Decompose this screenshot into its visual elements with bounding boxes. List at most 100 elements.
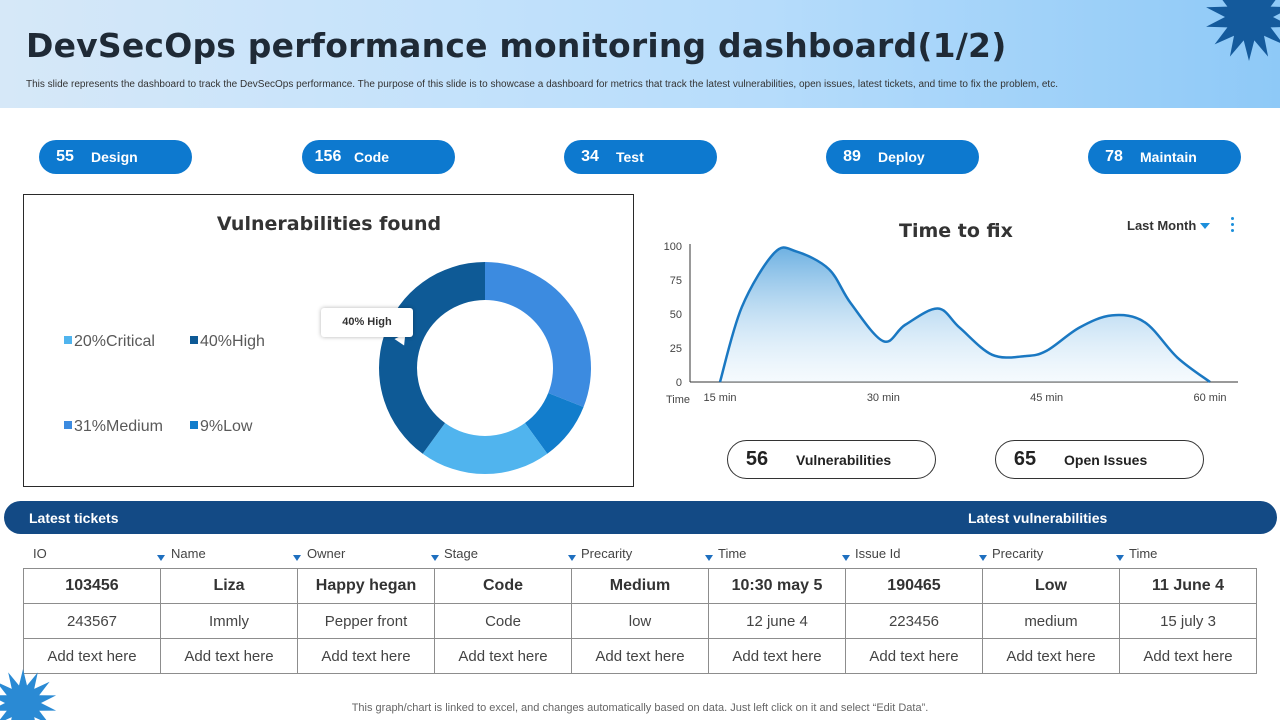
stage-label: Deploy [878, 149, 925, 165]
table-cell[interactable]: Add text here [982, 638, 1120, 674]
legend-swatch [64, 421, 72, 429]
starburst-decoration-icon [0, 669, 57, 720]
table-cell[interactable]: medium [982, 603, 1120, 639]
time-to-fix-area [720, 247, 1210, 382]
table-cell[interactable]: Add text here [1119, 638, 1257, 674]
table-cell[interactable]: Add text here [297, 638, 435, 674]
x-tick-label: 30 min [867, 392, 900, 404]
table-cell[interactable]: 190465 [845, 568, 983, 604]
y-tick-label: 50 [670, 309, 682, 321]
table-cell[interactable]: Add text here [23, 638, 161, 674]
filter-caret-icon[interactable] [705, 555, 713, 561]
vulnerabilities-panel: Vulnerabilities found 20%Critical 40%Hig… [23, 194, 634, 487]
table-row: Add text here Add text here Add text here A… [23, 638, 1257, 674]
starburst-decoration-icon [1206, 0, 1280, 61]
stage-pill-deploy: 89 Deploy [826, 140, 979, 174]
time-to-fix-area-chart: 0 25 50 75 100 15 min 30 min 45 min 60 min Time [664, 241, 1238, 406]
filter-caret-icon[interactable] [1116, 555, 1124, 561]
stage-pill-maintain: 78 Maintain [1088, 140, 1241, 174]
table-cell[interactable]: Happy hegan [297, 568, 435, 604]
x-axis-label: Time [666, 394, 690, 406]
metric-label: Vulnerabilities [796, 451, 892, 468]
filter-caret-icon[interactable] [979, 555, 987, 561]
table-cell[interactable]: Add text here [160, 638, 298, 674]
stage-count: 156 [314, 148, 342, 165]
stage-label: Maintain [1140, 149, 1197, 165]
latest-tickets-heading: Latest tickets [29, 510, 119, 526]
column-header-io[interactable]: IO [33, 546, 47, 561]
latest-vulnerabilities-heading: Latest vulnerabilities [968, 510, 1108, 526]
filter-caret-icon[interactable] [157, 555, 165, 561]
table-cell[interactable]: Low [982, 568, 1120, 604]
column-header-time[interactable]: Time [718, 546, 747, 561]
legend-label: 9%Low [200, 418, 253, 435]
filter-caret-icon[interactable] [842, 555, 850, 561]
column-header-owner[interactable]: Owner [307, 546, 346, 561]
table-cell[interactable]: Liza [160, 568, 298, 604]
stage-count: 89 [843, 148, 861, 165]
table-cell[interactable]: Medium [571, 568, 709, 604]
legend-swatch [190, 421, 198, 429]
table-cell[interactable]: 243567 [23, 603, 161, 639]
vulnerabilities-chart-title: Vulnerabilities found [216, 213, 442, 235]
table-cell[interactable]: Code [434, 568, 572, 604]
legend-label: 40%High [200, 333, 265, 350]
metric-count: 65 [1013, 448, 1037, 470]
column-header-issue-id[interactable]: Issue Id [855, 546, 901, 561]
stage-count: 34 [581, 148, 599, 165]
time-to-fix-line [718, 246, 1211, 384]
time-to-fix-title: Time to fix [899, 220, 1013, 242]
stage-pill-code: 156 Code [302, 140, 455, 174]
legend-swatch [190, 336, 198, 344]
x-tick-label: 60 min [1193, 392, 1226, 404]
stage-label: Test [616, 149, 644, 165]
column-header-vuln-time[interactable]: Time [1129, 546, 1158, 561]
y-tick-label: 0 [676, 377, 682, 389]
table-cell[interactable]: Immly [160, 603, 298, 639]
filter-caret-icon[interactable] [431, 555, 439, 561]
table-cell[interactable]: 11 June 4 [1119, 568, 1257, 604]
column-header-name[interactable]: Name [171, 546, 206, 561]
table-cell[interactable]: Add text here [434, 638, 572, 674]
tickets-table: 103456 Liza Happy hegan Code Medium 10:30 may… [23, 568, 1257, 674]
x-tick-label: 15 min [703, 392, 736, 404]
period-dropdown-label: Last Month [1127, 218, 1197, 233]
footer-note: This graph/chart is linked to excel, and… [351, 702, 929, 714]
donut-slice-medium [485, 262, 591, 408]
section-header-bar: Latest tickets Latest vulnerabilities [4, 501, 1277, 534]
table-cell[interactable]: Code [434, 603, 572, 639]
table-cell[interactable]: 223456 [845, 603, 983, 639]
donut-callout: 40% High [321, 308, 413, 337]
header-banner: DevSecOps performance monitoring dashboa… [0, 0, 1280, 108]
column-header-vuln-precarity[interactable]: Precarity [992, 546, 1044, 561]
table-cell[interactable]: 10:30 may 5 [708, 568, 846, 604]
table-cell[interactable]: Add text here [708, 638, 846, 674]
column-header-precarity[interactable]: Precarity [581, 546, 633, 561]
table-row: 103456 Liza Happy hegan Code Medium 10:30 may… [23, 568, 1257, 604]
stage-count: 78 [1105, 148, 1123, 165]
more-options-icon[interactable] [1231, 217, 1234, 232]
filter-caret-icon[interactable] [568, 555, 576, 561]
metric-label: Open Issues [1064, 451, 1148, 468]
filter-caret-icon[interactable] [293, 555, 301, 561]
legend-item-low: 9%Low [190, 418, 252, 436]
table-cell[interactable]: 12 june 4 [708, 603, 846, 639]
metric-count: 56 [745, 448, 769, 470]
legend-item-critical: 20%Critical [64, 333, 155, 351]
column-header-stage[interactable]: Stage [444, 546, 478, 561]
legend-item-high: 40%High [190, 333, 265, 351]
table-cell[interactable]: Add text here [571, 638, 709, 674]
table-cell[interactable]: Add text here [845, 638, 983, 674]
legend-swatch [64, 336, 72, 344]
page-title: DevSecOps performance monitoring dashboa… [26, 26, 1007, 65]
legend-label: 31%Medium [74, 418, 163, 435]
table-cell[interactable]: 103456 [23, 568, 161, 604]
table-cell[interactable]: low [571, 603, 709, 639]
table-cell[interactable]: 15 july 3 [1119, 603, 1257, 639]
stage-count: 55 [56, 148, 74, 165]
table-cell[interactable]: Pepper front [297, 603, 435, 639]
metric-pill-vulnerabilities: 56 Vulnerabilities [727, 440, 936, 479]
y-tick-label: 75 [670, 275, 682, 287]
period-dropdown[interactable]: Last Month [1127, 218, 1211, 233]
